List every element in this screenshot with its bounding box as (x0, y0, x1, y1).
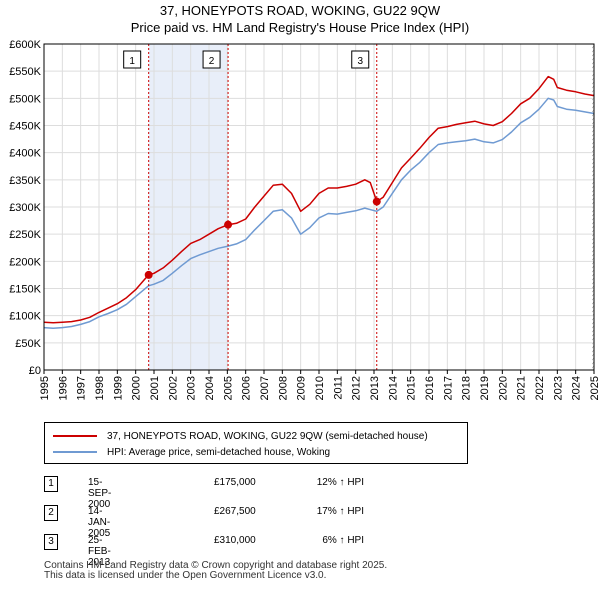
y-tick-label: £550K (9, 66, 41, 78)
legend-entry-property: 37, HONEYPOTS ROAD, WOKING, GU22 9QW (se… (53, 429, 428, 443)
x-tick-label: 2007 (259, 376, 271, 400)
x-tick-label: 2020 (497, 376, 509, 400)
property-price-line (43, 75, 595, 324)
x-tick-label: 1996 (57, 376, 69, 400)
footer-line-1: Contains HM Land Registry data © Crown c… (44, 560, 388, 571)
sale-marker-label: 2 (209, 56, 215, 67)
x-tick-label: 2012 (351, 376, 363, 400)
x-tick-label: 1997 (76, 376, 88, 400)
x-tick-label: 2006 (241, 376, 253, 400)
x-tick-label: 2015 (406, 376, 418, 400)
sale-marker-label: 3 (357, 56, 363, 67)
x-tick-label: 2025 (589, 376, 600, 400)
sale-date: 14-JAN-2005 (88, 506, 111, 539)
y-tick-label: £600K (9, 39, 41, 51)
x-tick-label: 2009 (296, 376, 308, 400)
x-tick-label: 2002 (167, 376, 179, 400)
sale-marker-label: 1 (129, 56, 135, 67)
sale-number-badge: 2 (44, 505, 58, 521)
x-tick-label: 2010 (314, 376, 326, 400)
x-tick-label: 2023 (552, 376, 564, 400)
x-tick-label: 2021 (516, 376, 528, 400)
sale-price: £310,000 (214, 535, 256, 546)
sale-number-badge: 3 (44, 534, 58, 550)
sale-point (144, 270, 153, 279)
y-tick-label: £350K (9, 175, 41, 187)
legend-swatch-property (53, 435, 97, 437)
sale-price: £267,500 (214, 506, 256, 517)
x-tick-label: 1995 (39, 376, 51, 400)
sale-date: 15-SEP-2000 (88, 477, 112, 510)
y-tick-label: £400K (9, 148, 41, 160)
hpi-line (43, 97, 595, 329)
x-tick-label: 2024 (571, 376, 583, 400)
y-tick-label: £250K (9, 229, 41, 241)
y-tick-label: £0 (29, 365, 41, 377)
plot-frame (43, 43, 595, 371)
price-chart: 1 2 3 £0 £50K £100K £150K £200K £250K £300K £350K… (9, 39, 600, 400)
x-tick-label: 2003 (186, 376, 198, 400)
chart-title: 37, HONEYPOTS ROAD, WOKING, GU22 9QW (159, 3, 441, 18)
x-tick-label: 2013 (369, 376, 381, 400)
sale-price: £175,000 (214, 477, 256, 488)
y-tick-label: £150K (9, 284, 41, 296)
y-tick-label: £50K (15, 338, 41, 350)
legend-swatch-hpi (53, 451, 97, 453)
chart-subtitle: Price paid vs. HM Land Registry's House … (130, 20, 470, 35)
footer-line-2: This data is licensed under the Open Gov… (44, 570, 327, 581)
x-tick-label: 1999 (112, 376, 124, 400)
x-tick-label: 2004 (204, 376, 216, 400)
x-tick-label: 2019 (479, 376, 491, 400)
sale-marker-box (202, 50, 221, 69)
x-tick-label: 2000 (131, 376, 143, 400)
x-tick-label: 2001 (149, 376, 161, 400)
x-tick-label: 2011 (332, 376, 344, 400)
y-tick-label: £450K (9, 121, 41, 133)
sale-point (224, 220, 233, 229)
sale-marker-box (351, 50, 370, 69)
sale-hpi-change: 12% ↑ HPI (316, 477, 364, 488)
x-tick-label: 2022 (534, 376, 546, 400)
legend-label-hpi: HPI: Average price, semi-detached house,… (107, 446, 331, 458)
sale-hpi-change: 17% ↑ HPI (316, 506, 364, 517)
sale-point (372, 197, 381, 206)
x-tick-label: 2008 (277, 376, 289, 400)
footer-note: Contains HM Land Registry data © Crown c… (44, 561, 387, 581)
legend-entry-hpi: HPI: Average price, semi-detached house,… (53, 445, 330, 459)
x-tick-label: 2018 (461, 376, 473, 400)
sale-hpi-change: 6% ↑ HPI (322, 535, 364, 546)
y-tick-label: £100K (9, 311, 41, 323)
x-tick-label: 2016 (424, 376, 436, 400)
y-tick-label: £500K (9, 93, 41, 105)
sale-marker-box (123, 50, 142, 69)
x-tick-label: 1998 (94, 376, 106, 400)
chart-legend: 37, HONEYPOTS ROAD, WOKING, GU22 9QW (se… (44, 422, 468, 464)
x-tick-label: 2005 (222, 376, 234, 400)
y-tick-label: £200K (9, 256, 41, 268)
x-tick-label: 2014 (387, 376, 399, 400)
x-tick-label: 2017 (442, 376, 454, 400)
sale-date: 25-FEB-2013 (88, 535, 111, 568)
sale-number-badge: 1 (44, 476, 58, 492)
legend-label-property: 37, HONEYPOTS ROAD, WOKING, GU22 9QW (se… (107, 430, 428, 442)
y-tick-label: £300K (9, 202, 41, 214)
